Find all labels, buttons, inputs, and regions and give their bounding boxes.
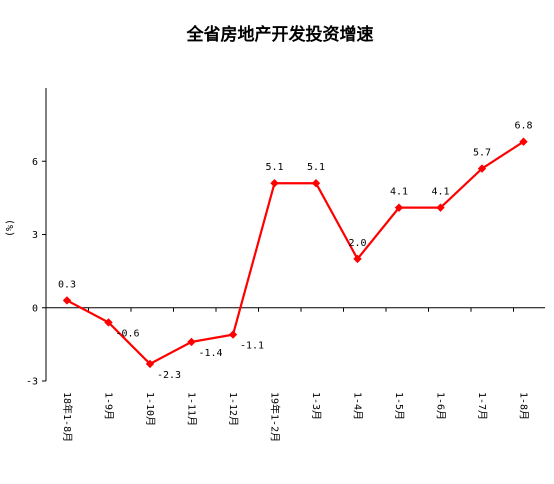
x-tick-label: 1-11月 [186, 392, 198, 426]
x-tick-label: 18年1-8月 [61, 392, 74, 442]
data-labels: 0.3 -0.6 -2.3 -1.4 -1.1 5.1 5.1 2.0 4.1 4.1 5.7 6.8 [58, 121, 533, 381]
x-tick-label: 1-12月 [227, 392, 239, 426]
x-tick-label: 1-5月 [393, 392, 405, 420]
x-tick-label: 19年1-2月 [269, 392, 282, 442]
y-tick-label: 0 [32, 303, 38, 314]
data-point [311, 179, 321, 188]
data-point [436, 203, 445, 212]
x-tick-label: 1-9月 [103, 392, 115, 420]
x-tick-label: 1-6月 [435, 392, 447, 420]
data-label: 5.1 [307, 162, 325, 173]
data-label: 0.3 [58, 279, 76, 290]
x-axis-ticks: 18年1-8月 1-9月 1-10月 1-11月 1-12月 19年1-2月 1-3月 1-4… [61, 307, 530, 442]
data-label: 2.0 [348, 238, 366, 249]
data-point [270, 179, 279, 188]
y-axis-ticks: -3 0 3 6 [26, 157, 46, 388]
y-tick-label: -3 [26, 377, 38, 388]
series-markers [62, 137, 528, 369]
y-tick-label: 6 [32, 157, 38, 168]
data-point [353, 254, 362, 264]
data-label: -1.1 [240, 341, 264, 352]
data-point [145, 359, 155, 369]
data-point [394, 203, 404, 212]
data-label: 5.7 [473, 148, 491, 159]
x-tick-label: 1-7月 [476, 392, 488, 420]
x-tick-label: 1-3月 [310, 392, 322, 420]
data-label: 4.1 [390, 187, 408, 198]
data-label: 5.1 [265, 162, 283, 173]
data-point [62, 296, 72, 305]
chart-title: 全省房地产开发投资增速 [186, 24, 374, 45]
data-label: -1.4 [199, 348, 223, 359]
x-tick-label: 1-8月 [518, 392, 530, 420]
y-axis-label: (%) [5, 219, 16, 237]
data-point [477, 164, 487, 173]
data-point [228, 330, 238, 339]
data-point [519, 137, 528, 146]
data-label: 4.1 [431, 187, 449, 198]
x-tick-label: 1-4月 [352, 392, 364, 420]
x-tick-label: 1-10月 [144, 392, 156, 426]
data-label: 6.8 [514, 121, 532, 132]
data-label: -0.6 [116, 328, 140, 339]
series-line [66, 140, 525, 366]
data-point [187, 337, 196, 347]
data-point [104, 318, 113, 327]
y-tick-label: 3 [32, 230, 38, 241]
data-label: -2.3 [157, 370, 181, 381]
